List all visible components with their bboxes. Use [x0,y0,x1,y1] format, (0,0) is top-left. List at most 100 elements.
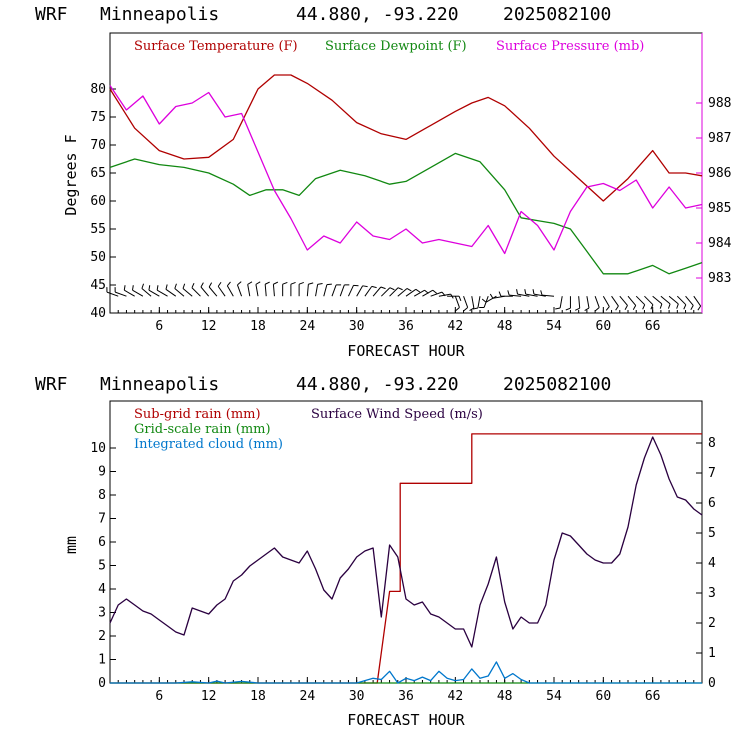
panel2-right-tick-label: 7 [708,466,716,481]
panel1-y-tick-label: 55 [90,222,106,237]
panel2-x-tick-label: 30 [349,689,365,704]
wind-barb [248,282,252,296]
panel2-x-tick-label: 60 [596,689,612,704]
wind-barb [414,290,428,296]
wind-barb [324,284,332,296]
wind-barb [517,289,530,296]
panel1-right-tick-label: 986 [708,166,731,181]
panel2-x-tick-label: 66 [645,689,661,704]
wind-barb [620,296,628,310]
wind-barb [603,296,609,310]
panel1-legend: Surface Temperature (F) Surface Dewpoint… [134,39,644,54]
panel2-series [110,434,702,683]
panel2-right-tick-label: 0 [708,676,716,691]
wind-barb [694,296,701,310]
panel2-right-tick-label: 4 [708,556,716,571]
wind-barb [628,296,636,310]
wind-barb [455,296,459,311]
panel1-series-surface-temperature-f [110,75,702,201]
panel1-series-surface-dewpoint-f [110,153,702,273]
panel1-model: WRF [35,4,68,25]
legend-pressure: Surface Pressure (mb) [496,39,644,54]
panel1-y-axis-label: Degrees F [62,134,80,215]
panel2-x-tick-label: 48 [497,689,513,704]
wind-barb [636,296,644,309]
panel1-x-tick-label: 36 [398,319,414,334]
panel2-right-tick-label: 5 [708,526,716,541]
panel2-right-tick-label: 2 [708,616,716,631]
panel1-x-axis-label: FORECAST HOUR [347,342,465,360]
panel2-run: 2025082100 [503,374,611,395]
panel2-y-axis-label: mm [62,536,80,554]
wind-barb [209,283,217,297]
panel1-run: 2025082100 [503,4,611,25]
wind-barb [669,296,678,308]
panel2-right-tick-label: 3 [708,586,716,601]
panel2-location: Minneapolis [100,374,219,395]
wind-barb [107,287,118,296]
panel2-y-tick-label: 2 [98,629,106,644]
legend-integrated-cloud: Integrated cloud (mm) [134,437,283,452]
wind-barb [283,282,288,296]
wind-barb [464,296,468,311]
panel1-x-tick-label: 12 [201,319,217,334]
wind-barb [644,296,652,309]
panel1-y-tick-label: 45 [90,278,106,293]
wind-barb [612,296,619,310]
panel1-x-tick-label: 30 [349,319,365,334]
wind-barb [398,288,412,296]
wind-barb [447,296,461,301]
panel1-right-tick-label: 983 [708,271,731,286]
panel2-y-ticks-right: 0 1 2 3 4 5 6 7 8 [696,436,716,691]
legend-gridscale-rain: Grid-scale rain (mm) [134,422,271,437]
legend-temperature: Surface Temperature (F) [134,39,298,54]
wind-barb [166,284,176,296]
panel1-x-tick-label: 6 [155,319,163,334]
legend-subgrid-rain: Sub-grid rain (mm) [134,407,261,422]
wind-barb [406,289,420,296]
panel2-header: WRF Minneapolis 44.880, -93.220 20250821… [35,374,611,395]
wind-barb [595,296,599,311]
panel2-x-tick-label: 12 [201,689,217,704]
panel2-right-tick-label: 6 [708,496,716,511]
wind-barb [373,287,385,296]
wind-barb [157,285,167,296]
wind-barb [340,285,349,296]
wind-barb [218,282,225,296]
panel2-y-tick-label: 4 [98,582,106,597]
panel2-right-tick-label: 8 [708,436,716,451]
wind-barb [291,282,296,296]
wind-barb [541,290,554,296]
wind-barb [525,289,538,296]
panel2-series-surface-wind-speed-m-s [110,437,702,647]
wind-barb [273,282,278,296]
panel1-series-surface-pressure-mb [110,86,702,254]
panel2-y-tick-label: 9 [98,465,106,480]
panel2-y-tick-label: 8 [98,488,106,503]
panel1-right-tick-label: 987 [708,131,731,146]
wind-barb [566,296,571,310]
panel1-x-tick-label: 60 [596,319,612,334]
wind-barb [555,296,562,309]
panel2-y-tick-label: 6 [98,535,106,550]
wind-barb [508,290,521,296]
wind-barb [265,282,270,296]
panel1-x-tick-label: 42 [448,319,464,334]
wind-barb [299,282,304,296]
panel2-right-tick-label: 1 [708,646,716,661]
panel2-x-tick-label: 24 [300,689,316,704]
panel1-plot-frame [110,33,702,313]
panel1-y-tick-label: 65 [90,166,106,181]
panel1-x-tick-label: 24 [300,319,316,334]
wind-barb [348,285,358,296]
wind-barb [381,288,394,296]
panel1-y-tick-label: 60 [90,194,106,209]
panel1-y-tick-label: 50 [90,250,106,265]
panel2-x-axis-label: FORECAST HOUR [347,711,465,729]
legend-wind-speed: Surface Wind Speed (m/s) [311,407,483,422]
panel1-location: Minneapolis [100,4,219,25]
panel2-series-sub-grid-rain-mm [110,434,702,683]
